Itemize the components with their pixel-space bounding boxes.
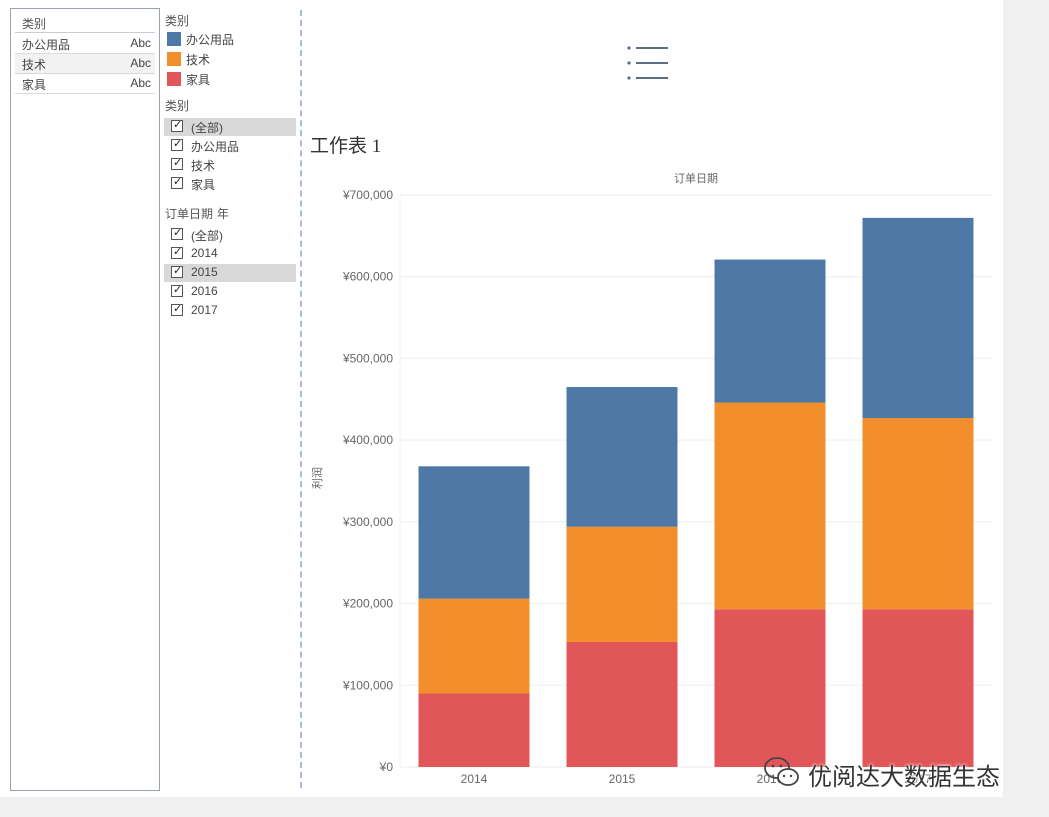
category-table-panel: 类别 办公用品 Abc 技术 Abc 家具 Abc	[10, 8, 160, 791]
checkbox[interactable]: ✓	[171, 245, 183, 259]
checkbox[interactable]: ✓	[171, 302, 183, 316]
filter-label: 技术	[191, 159, 216, 173]
bar-segment-2017-技术[interactable]	[862, 418, 974, 610]
filter-label: (全部)	[191, 121, 223, 135]
checkbox[interactable]: ✓	[171, 226, 183, 240]
window-bottom-strip	[0, 797, 1049, 817]
panel-divider	[300, 10, 302, 788]
y-tick-label: ¥600,000	[342, 270, 393, 284]
y-tick-label: ¥100,000	[342, 678, 393, 692]
checkmark-icon: ✓	[173, 245, 183, 258]
chart-title: 订单日期	[674, 172, 718, 185]
year-filter-2016[interactable]: ✓ 2016	[164, 283, 296, 301]
table-row[interactable]: 技术 Abc	[15, 54, 155, 74]
checkbox[interactable]: ✓	[171, 156, 183, 170]
checkbox[interactable]: ✓	[171, 283, 183, 297]
y-axis-ticks: ¥0 ¥100,000 ¥200,000 ¥300,000 ¥400,000 ¥500,0…	[342, 188, 393, 774]
y-tick-label: ¥500,000	[342, 351, 393, 365]
legend-label: 技术	[186, 53, 211, 67]
legend-swatch	[167, 52, 181, 66]
year-filter-2014[interactable]: ✓ 2014	[164, 245, 296, 263]
checkbox[interactable]: ✓	[171, 118, 183, 132]
category-filter-furniture[interactable]: ✓ 家具	[164, 175, 296, 193]
bars	[418, 217, 974, 767]
table-header: 类别	[22, 17, 47, 31]
bar-segment-2016-家具[interactable]	[714, 609, 826, 767]
legend-swatch	[167, 72, 181, 86]
bar-segment-2014-办公用品[interactable]	[418, 466, 530, 599]
legend-swatch	[167, 32, 181, 46]
checkmark-icon: ✓	[173, 226, 183, 239]
filter-label: (全部)	[191, 229, 223, 243]
checkmark-icon: ✓	[173, 137, 183, 150]
checkmark-icon: ✓	[173, 118, 183, 131]
legend-label: 办公用品	[186, 33, 235, 47]
checkmark-icon: ✓	[173, 302, 183, 315]
window-right-strip	[1003, 0, 1049, 817]
year-filter-title: 订单日期 年	[165, 207, 229, 221]
bar-segment-2014-技术[interactable]	[418, 598, 530, 694]
bar-segment-2015-办公用品[interactable]	[566, 387, 678, 527]
table-cell-type: Abc	[130, 36, 151, 50]
year-filter-2015[interactable]: ✓ 2015	[164, 264, 296, 282]
table-row[interactable]: 办公用品 Abc	[15, 34, 155, 54]
checkbox[interactable]: ✓	[171, 264, 183, 278]
bar-segment-2015-技术[interactable]	[566, 526, 678, 642]
table-header-divider	[15, 32, 155, 33]
bar-segment-2017-家具[interactable]	[862, 609, 974, 767]
y-tick-label: ¥700,000	[342, 188, 393, 202]
table-row[interactable]: 家具 Abc	[15, 74, 155, 94]
year-filter-all[interactable]: ✓ (全部)	[164, 226, 296, 244]
table-cell-name: 家具	[22, 78, 47, 92]
y-axis-label: 利润	[310, 467, 324, 489]
filter-label: 2014	[191, 246, 218, 260]
sheet-title: 工作表 1	[310, 136, 382, 157]
filter-label: 2016	[191, 284, 218, 298]
bar-segment-2015-家具[interactable]	[566, 641, 678, 767]
filter-label: 家具	[191, 178, 216, 192]
y-tick-label: ¥200,000	[342, 597, 393, 611]
x-tick-label: 2014	[461, 772, 488, 786]
table-cell-name: 技术	[22, 58, 47, 72]
bar-segment-2016-技术[interactable]	[714, 402, 826, 610]
filter-label: 办公用品	[191, 140, 240, 154]
x-tick-label: 2017	[905, 772, 932, 786]
bar-segment-2014-家具[interactable]	[418, 693, 530, 767]
checkbox[interactable]: ✓	[171, 137, 183, 151]
checkmark-icon: ✓	[173, 175, 183, 188]
checkbox[interactable]: ✓	[171, 175, 183, 189]
watermark-text: 优阅达大数据生态	[808, 763, 1000, 791]
checkmark-icon: ✓	[173, 264, 183, 277]
bar-segment-2017-办公用品[interactable]	[862, 217, 974, 419]
legend-title: 类别	[165, 14, 190, 28]
checkmark-icon: ✓	[173, 156, 183, 169]
x-axis-ticks: 2014 2015 2016 2017	[461, 772, 932, 786]
table-cell-name: 办公用品	[22, 38, 71, 52]
x-tick-label: 2016	[757, 772, 784, 786]
table-cell-type: Abc	[130, 56, 151, 70]
y-tick-label: ¥300,000	[342, 515, 393, 529]
stacked-bar-chart: 订单日期 ¥0¥100,000¥200,000¥300,000¥400,000¥…	[310, 172, 992, 786]
y-tick-label: ¥400,000	[342, 433, 393, 447]
watermark: 优阅达大数据生态	[760, 752, 1020, 792]
wechat-logo-icon	[764, 757, 799, 786]
category-filter-office-supplies[interactable]: ✓ 办公用品	[164, 137, 296, 155]
category-filter-title: 类别	[165, 99, 190, 113]
list-menu-icon[interactable]	[626, 45, 670, 81]
category-filter-technology[interactable]: ✓ 技术	[164, 156, 296, 174]
table-cell-type: Abc	[130, 76, 151, 90]
x-tick-label: 2015	[609, 772, 636, 786]
legend-label: 家具	[186, 73, 211, 87]
filter-label: 2015	[191, 265, 218, 279]
y-tick-label: ¥0	[379, 760, 394, 774]
filter-label: 2017	[191, 303, 218, 317]
legend-filter-panel: 类别 办公用品 技术 家具 类别 ✓ (全部) ✓ 办公用品 ✓ 技术 ✓ 家具…	[164, 0, 298, 790]
checkmark-icon: ✓	[173, 283, 183, 296]
category-filter-all[interactable]: ✓ (全部)	[164, 118, 296, 136]
year-filter-2017[interactable]: ✓ 2017	[164, 302, 296, 320]
bar-segment-2016-办公用品[interactable]	[714, 259, 826, 403]
